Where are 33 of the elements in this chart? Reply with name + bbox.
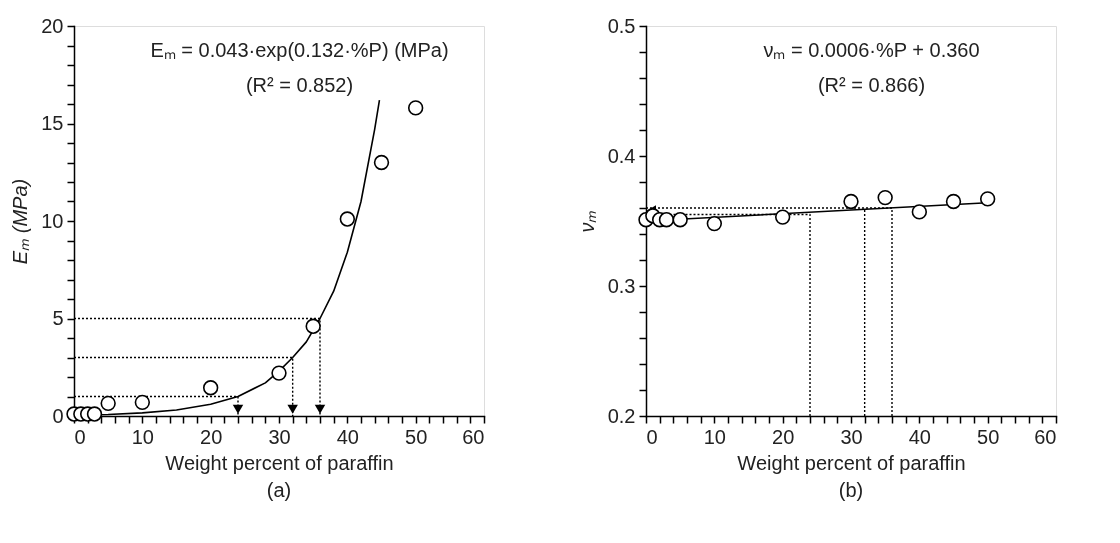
x-tick-label: 50 (977, 425, 1000, 448)
y-tick-label: 0.5 (607, 14, 636, 37)
y-tick-label: 0.3 (607, 274, 636, 297)
text: (b) (838, 479, 864, 501)
y-tick-label: 20 (41, 14, 64, 37)
x-tick-label: 40 (908, 425, 931, 448)
annotation: (R² = 0.852) (245, 74, 354, 96)
x-tick-label: 60 (462, 425, 485, 448)
x-tick-label: 0 (646, 425, 658, 448)
y-tick-label: 15 (41, 112, 64, 134)
annotation: (R² = 0.866) (817, 74, 926, 96)
x-tick-label: 40 (336, 425, 359, 448)
x-axis-title: Weight percent of paraffin (165, 451, 394, 474)
y-tick-label: 0.2 (607, 404, 636, 427)
x-tick-label: 0 (74, 425, 86, 448)
x-tick-label: 60 (1034, 425, 1057, 448)
x-axis-title: Weight percent of paraffin (737, 451, 966, 474)
y-tick-label: 10 (41, 209, 64, 232)
annotation: νₘ = 0.0006·%P + 0.360 (763, 39, 980, 61)
x-tick-label: 10 (703, 425, 726, 448)
y-axis-title: νₘ (575, 210, 598, 233)
x-tick-label: 30 (840, 425, 863, 448)
x-tick-label: 20 (200, 425, 223, 448)
x-tick-label: 20 (772, 425, 795, 448)
y-tick-label: 0.4 (607, 144, 636, 167)
annotation: Eₘ = 0.043·exp(0.132·%P) (MPa) (150, 39, 449, 61)
y-tick-label: 0 (52, 404, 64, 427)
x-tick-label: 10 (131, 425, 154, 448)
y-tick-label: 5 (52, 307, 64, 329)
text: (a) (266, 479, 292, 501)
x-tick-label: 50 (405, 425, 428, 448)
x-tick-label: 30 (268, 425, 291, 448)
y-axis-title: Eₘ (MPa) (9, 178, 32, 265)
